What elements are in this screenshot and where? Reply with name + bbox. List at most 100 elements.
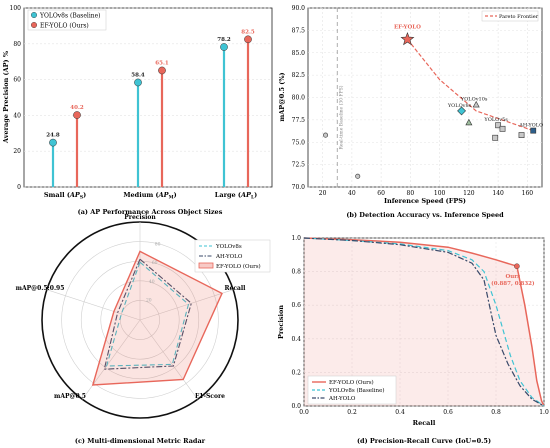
panel-a-x-tick-part: AP [158,191,170,199]
panel-a-caption: (a) AP Performance Across Object Sizes [78,208,223,216]
panel-c-radial-tick-label: 60 [152,260,158,266]
panel-a-y-tick-label: 0 [17,184,21,191]
panel-c-axis-label: mAP@0.5 [54,393,86,400]
panel-b-point [457,106,466,116]
panel-a-value-label: 78.2 [217,37,231,43]
panel-d-series-line [303,237,545,407]
panel-c-legend-label-ah-yolo: AH-YOLO [215,254,243,260]
panel-b-y-tick-label: 82.5 [292,72,306,79]
panel-c-spoke [82,319,141,400]
panel-b-point [323,132,329,138]
panel-c-axis-label: F1-Score [195,393,225,400]
panel-d-x-tick-label: 0.0 [299,409,309,416]
panel-d-ours-point [514,263,520,270]
panel-b-x-tick-label: 60 [377,190,385,197]
panel-d-legend-label-ah-yolo: AH-YOLO [328,396,356,402]
panel-b-point-label: AH-YOLO [518,123,543,129]
panel-a-x-tick-label: Medium (APM) [123,191,176,201]
panel-d-legend-label-ef-yolo: EF-YOLO (Ours) [329,379,374,386]
panel-d-y-tick-label: 0.4 [291,336,301,343]
panel-a-legend-box [27,9,107,31]
panel-b-pareto-frontier-line [406,38,534,132]
panel-a-legend-marker-yolov8s [31,11,38,18]
panel-a-x-tick-part: Large ( [215,191,241,199]
panel-d-y-tick-label: 0.8 [291,269,301,276]
panel-d-x-axis-label: Recall [413,419,436,427]
panel-d-y-tick-label: 0.0 [291,403,301,410]
panel-c-radial-tick-label: 40 [149,279,155,285]
panel-d-legend: EF-YOLO (Ours) YOLOv8s (Baseline) AH-YOL… [307,375,397,405]
panel-b-y-tick-label: 87.5 [292,27,306,34]
panel-d-legend-label-yolov8s: YOLOv8s (Baseline) [328,387,384,394]
panel-c-legend-swatch-ef-yolo [198,262,214,269]
panel-c-axis-label: Recall [225,285,247,292]
panel-a-y-tick-label: 20 [13,148,21,155]
panel-a-point [158,66,166,75]
panel-b-point [518,132,525,138]
panel-b-legend: Pareto Frontier [481,10,539,22]
panel-a-x-tick-part: L [251,195,255,201]
panel-b-y-tick-label: 80.0 [292,95,306,102]
panel-a-y-axis-label: Average Precision (AP) % [2,50,10,144]
panel-a-legend-label-yolov8s: YOLOv8s (Baseline) [39,13,101,20]
panel-a-x-tick-part: S [80,195,83,201]
panel-b-point-label: YOLOv10s [460,97,488,103]
panel-c-axis-label: Precision [124,214,156,221]
panel-a-value-label: 58.4 [131,72,145,78]
panel-a-point [49,138,57,147]
panel-b-x-tick-label: 20 [319,190,327,197]
panel-b-point [355,173,361,179]
panel-a-x-tick-label: Small (APS) [44,191,86,201]
panel-d-y-tick-label: 0.6 [291,302,301,309]
panel-a-value-label: 24.8 [46,133,60,139]
panel-d-x-tick-label: 0.6 [443,409,453,416]
panel-d-x-tick-label: 1.0 [539,409,549,416]
panel-b-x-tick-label: 40 [348,190,356,197]
panel-d-x-tick-label: 0.2 [347,409,357,416]
panel-a-value-label: 82.5 [241,29,255,35]
panel-b-x-tick-label: 80 [407,190,415,197]
panel-b-y-tick-label: 70.0 [292,184,306,191]
panel-b-x-tick-label: 160 [522,190,534,197]
panel-c-legend-label-ef-yolo: EF-YOLO (Ours) [216,263,261,270]
panel-d-series-line [303,237,545,407]
panel-a-x-tick-part: Medium ( [123,191,158,199]
panel-b-point [400,32,415,46]
panel-b-y-axis-label: mAP@0.5 (%) [278,72,286,121]
panel-b-point [472,100,480,108]
panel-d-caption: (d) Precision-Recall Curve (IoU=0.5) [357,437,491,445]
panel-a-x-tick-part: AP [69,191,81,199]
panel-c-radial-tick-label: 20 [146,297,152,303]
panel-d-x-tick-label: 0.4 [395,409,405,416]
panel-a-lollipop-chart: 0 20 40 60 80 100 24.8 58.4 78.2 40.2 65.1 82.5 Sm… [2,5,273,216]
panel-a-point [220,43,228,51]
panel-d-y-axis-label: Precision [277,305,285,339]
panel-d-series-line [303,237,545,407]
panel-c-spoke [46,289,141,321]
panel-b-point-label: EF-YOLO [394,24,421,30]
panel-c-radial-tick-label: 80 [155,242,161,248]
panel-b-y-tick-label: 72.5 [292,162,306,169]
panel-d-ours-label: Ours [505,274,520,280]
panel-b-x-tick-label: 100 [434,190,446,197]
panel-a-x-tick-label: Large (APL) [215,191,257,201]
panel-b-y-tick-label: 75.0 [292,139,306,146]
panel-a-x-tick-part: ) [174,191,177,199]
panel-b-x-axis-label: Inference Speed (FPS) [384,197,466,205]
panel-a-point [73,111,81,119]
panel-d-ours-coords: (0.887, 0.832) [491,280,535,287]
panel-b-x-tick-label: 120 [463,190,475,197]
panel-c-spoke [139,289,234,321]
panel-a-legend-marker-ef-yolo [31,22,38,29]
panel-a-x-tick-part: ) [254,191,257,199]
panel-a-y-tick-label: 60 [13,77,21,84]
panel-b-y-tick-label: 77.5 [292,117,306,124]
panel-b-scatter-chart: 20 40 60 80 100 120 140 160 70.0 72.5 75.0 77.5 80.0… [278,5,543,219]
panel-b-y-tick-label: 90.0 [292,5,306,12]
panel-b-x-tick-label: 140 [492,190,504,197]
panel-c-legend-label-yolov8s: YOLOv8s [215,244,242,250]
panel-a-x-tick-part: AP [240,191,252,199]
panel-b-point-label: YOLOv8s [447,103,472,109]
panel-a-legend-label-ef-yolo: EF-YOLO (Ours) [40,23,89,30]
